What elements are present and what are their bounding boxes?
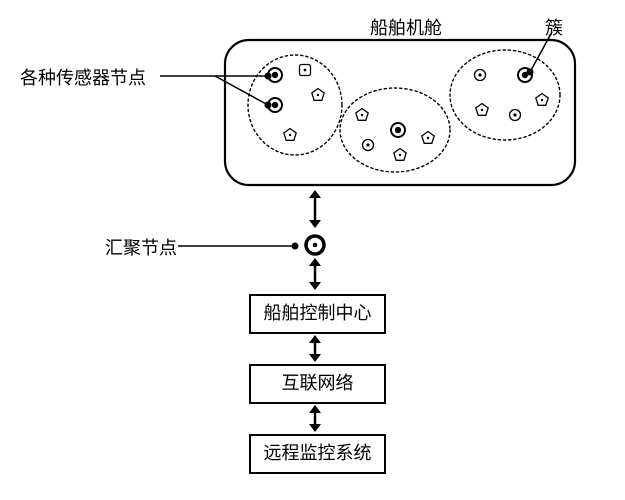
flow-box-label: 互联网络: [282, 373, 354, 393]
double-arrow: [309, 405, 321, 432]
sensor-node: [475, 70, 486, 81]
label-sink: 汇聚节点: [105, 238, 177, 258]
sink-node: [306, 236, 324, 254]
label-cluster: 簇: [545, 18, 563, 38]
double-arrow: [309, 258, 321, 290]
label-sensors: 各种传感器节点: [20, 68, 146, 88]
double-arrow: [309, 190, 321, 228]
sensor-node: [510, 110, 521, 121]
sensor-node: [300, 65, 311, 76]
flow-box-label: 远程监控系统: [264, 443, 372, 463]
double-arrow: [309, 335, 321, 362]
sensor-node-main: [391, 123, 405, 137]
sensor-node: [363, 140, 374, 151]
label-cabin: 船舶机舱: [370, 18, 442, 38]
flow-box-label: 船舶控制中心: [264, 303, 372, 323]
